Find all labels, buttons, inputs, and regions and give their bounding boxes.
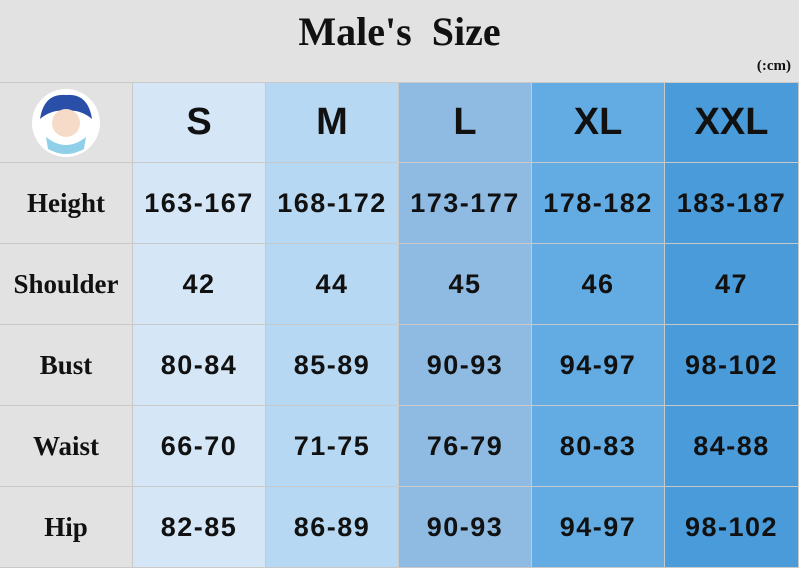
avatar-cell: [0, 82, 133, 163]
title: Male's Size: [298, 9, 501, 54]
size-value: 94-97: [532, 487, 665, 568]
column-header: S: [133, 82, 266, 163]
row-label: Bust: [0, 325, 133, 406]
size-value: 90-93: [399, 325, 532, 406]
size-value: 90-93: [399, 487, 532, 568]
row-label: Shoulder: [0, 244, 133, 325]
row-label: Hip: [0, 487, 133, 568]
size-value: 44: [266, 244, 399, 325]
size-value: 86-89: [266, 487, 399, 568]
column-header: M: [266, 82, 399, 163]
column-header: XL: [532, 82, 665, 163]
size-value: 94-97: [532, 325, 665, 406]
column-header: L: [399, 82, 532, 163]
size-value: 163-167: [133, 163, 266, 244]
size-value: 45: [399, 244, 532, 325]
size-value: 46: [532, 244, 665, 325]
size-value: 168-172: [266, 163, 399, 244]
avatar-hair: [40, 94, 92, 119]
size-value: 47: [665, 244, 799, 325]
size-value: 80-83: [532, 406, 665, 487]
size-value: 173-177: [399, 163, 532, 244]
unit: (:cm): [756, 58, 791, 74]
size-value: 80-84: [133, 325, 266, 406]
size-value: 42: [133, 244, 266, 325]
avatar-face: [52, 109, 80, 137]
size-value: 82-85: [133, 487, 266, 568]
size-value: 71-75: [266, 406, 399, 487]
avatar-scarf: [46, 137, 86, 154]
column-header: XXL: [665, 82, 799, 163]
row-label: Height: [0, 163, 133, 244]
size-value: 85-89: [266, 325, 399, 406]
size-value: 84-88: [665, 406, 799, 487]
size-value: 76-79: [399, 406, 532, 487]
row-label: Waist: [0, 406, 133, 487]
size-value: 66-70: [133, 406, 266, 487]
size-value: 98-102: [665, 487, 799, 568]
size-value: 183-187: [665, 163, 799, 244]
size-value: 98-102: [665, 325, 799, 406]
avatar: [32, 89, 100, 157]
size-value: 178-182: [532, 163, 665, 244]
